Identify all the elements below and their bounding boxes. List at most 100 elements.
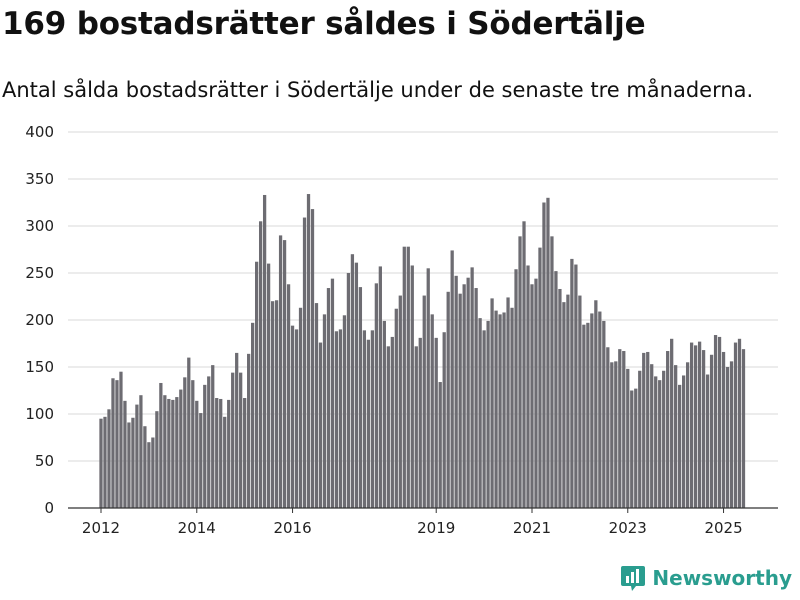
bar xyxy=(191,380,195,508)
bar xyxy=(179,389,183,508)
bar xyxy=(598,311,602,508)
y-tick-label: 50 xyxy=(35,452,54,470)
bar xyxy=(406,246,410,508)
bar xyxy=(258,221,263,509)
y-tick-label: 300 xyxy=(25,217,54,235)
y-tick-label: 0 xyxy=(44,499,54,517)
bar xyxy=(274,300,279,508)
bar xyxy=(689,342,694,508)
bar xyxy=(610,362,614,508)
bar xyxy=(338,329,343,508)
bar xyxy=(494,310,498,508)
bar xyxy=(187,357,191,508)
y-tick-label: 100 xyxy=(25,405,54,423)
bar xyxy=(562,302,566,508)
bar xyxy=(127,422,131,508)
bar xyxy=(167,398,171,508)
brand-name: Newsworthy xyxy=(652,566,792,590)
bar xyxy=(410,265,414,508)
bar xyxy=(522,221,526,509)
bar xyxy=(266,263,271,508)
bar xyxy=(314,303,319,508)
bar xyxy=(302,217,307,509)
bar xyxy=(737,338,742,508)
bar xyxy=(251,322,255,508)
bar xyxy=(574,264,578,508)
bar xyxy=(358,287,363,508)
bar xyxy=(171,399,175,508)
bar xyxy=(678,384,682,508)
x-tick-label: 2012 xyxy=(82,519,120,537)
bar xyxy=(378,266,382,508)
bar xyxy=(438,382,442,508)
bar xyxy=(602,320,606,508)
bar xyxy=(394,308,398,508)
bar xyxy=(454,275,458,508)
bar xyxy=(470,267,474,508)
bar xyxy=(538,247,542,508)
bar xyxy=(741,349,746,508)
bar xyxy=(606,347,610,508)
bar xyxy=(270,301,275,508)
bar xyxy=(318,342,323,508)
bar xyxy=(713,335,718,508)
bar xyxy=(255,261,259,508)
bar xyxy=(99,418,103,508)
axes: 2012 2014 2016 2019 2021 2023 2025 169 xyxy=(68,0,778,537)
bar xyxy=(111,378,115,508)
bar xyxy=(685,362,690,508)
brand-logo: Newsworthy xyxy=(620,564,792,592)
bar xyxy=(622,351,626,508)
bar xyxy=(542,202,546,508)
bar xyxy=(326,288,331,508)
bar xyxy=(725,367,730,508)
bar xyxy=(430,314,434,508)
bar xyxy=(231,372,235,508)
bar xyxy=(654,376,658,508)
bar xyxy=(458,293,462,508)
bar xyxy=(426,268,430,508)
bar xyxy=(546,197,550,509)
bar xyxy=(502,312,506,508)
bar xyxy=(123,400,127,508)
bar xyxy=(147,442,151,508)
bar xyxy=(402,246,406,508)
y-tick-label: 400 xyxy=(25,123,54,141)
bar xyxy=(219,398,223,508)
bar xyxy=(594,300,598,508)
bar xyxy=(582,324,586,508)
bar xyxy=(498,314,502,508)
bar xyxy=(139,395,143,508)
bar xyxy=(370,330,374,508)
bar xyxy=(151,437,155,508)
bar xyxy=(674,365,678,508)
bar xyxy=(422,295,426,508)
bar xyxy=(550,236,554,508)
bar xyxy=(298,307,303,508)
bar xyxy=(195,400,199,508)
bar xyxy=(650,364,654,508)
bar xyxy=(446,291,450,508)
bar xyxy=(586,322,590,508)
bar xyxy=(235,352,239,508)
bar xyxy=(163,395,167,508)
bar xyxy=(670,338,674,508)
bar xyxy=(382,320,386,508)
bar xyxy=(693,345,698,508)
bar xyxy=(115,380,119,508)
bar xyxy=(646,351,650,508)
bar xyxy=(729,361,734,508)
bar xyxy=(366,339,371,508)
bar xyxy=(278,235,283,508)
bar xyxy=(199,413,203,508)
bar xyxy=(414,346,418,508)
bar xyxy=(554,271,558,508)
bar xyxy=(466,277,470,508)
bar xyxy=(490,298,494,508)
bar xyxy=(386,346,390,508)
bar xyxy=(434,337,438,508)
bar xyxy=(626,368,630,508)
bar xyxy=(530,284,534,508)
bar xyxy=(442,332,446,508)
bar xyxy=(330,278,335,508)
